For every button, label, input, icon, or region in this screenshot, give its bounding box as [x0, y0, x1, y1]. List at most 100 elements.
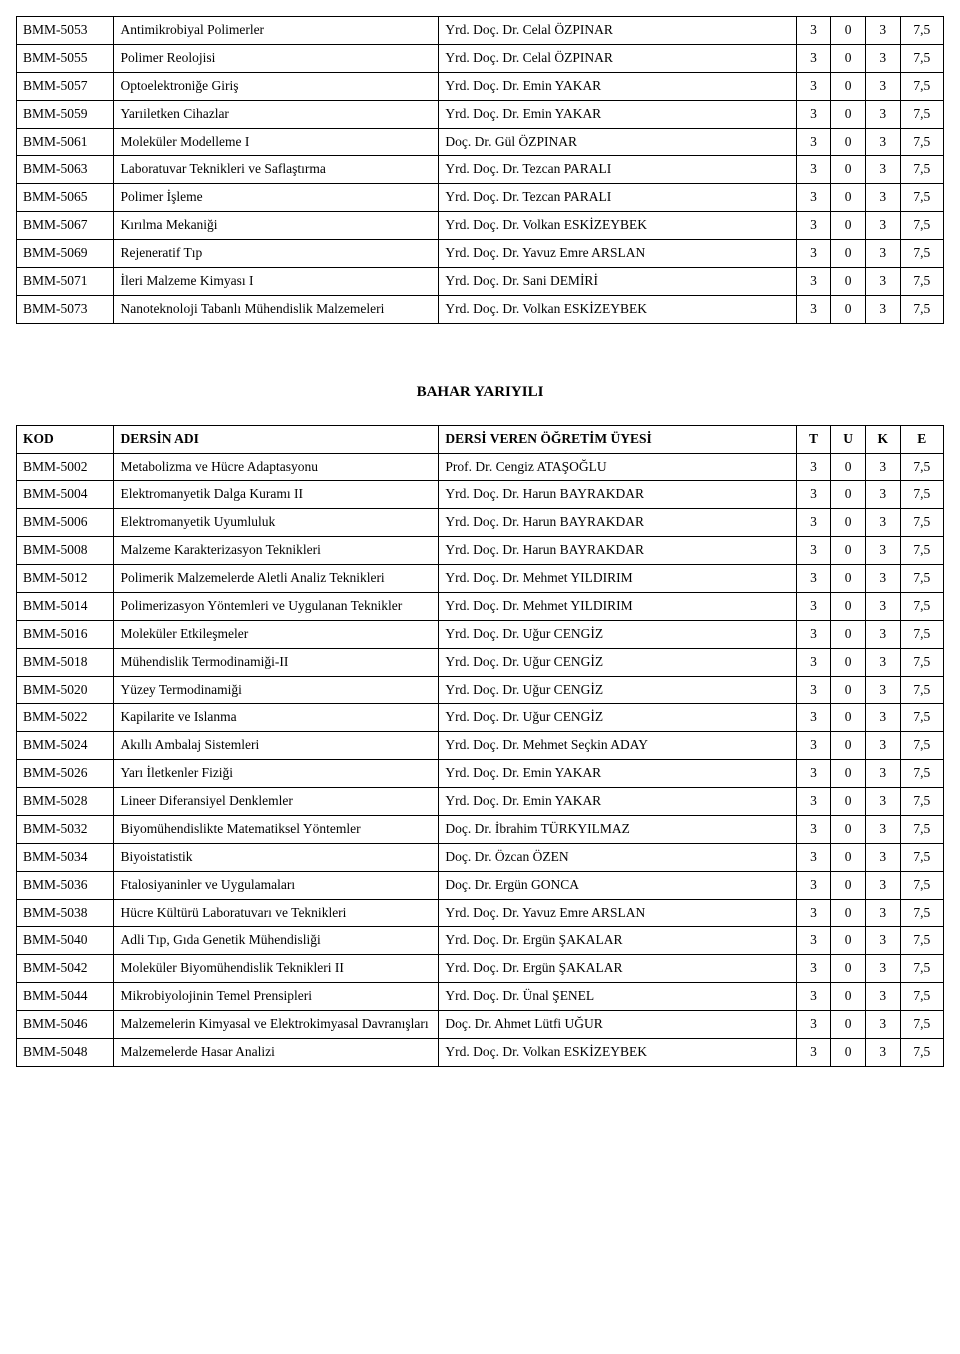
cell-code: BMM-5008	[17, 537, 114, 565]
table-row: BMM-5040Adli Tıp, Gıda Genetik Mühendisl…	[17, 927, 944, 955]
header-inst: DERSİ VEREN ÖĞRETİM ÜYESİ	[439, 425, 796, 453]
cell-e: 7,5	[900, 871, 943, 899]
cell-k: 3	[865, 871, 900, 899]
cell-t: 3	[796, 704, 831, 732]
cell-t: 3	[796, 509, 831, 537]
cell-t: 3	[796, 267, 831, 295]
cell-t: 3	[796, 100, 831, 128]
cell-t: 3	[796, 899, 831, 927]
cell-e: 7,5	[900, 44, 943, 72]
cell-name: Elektromanyetik Uyumluluk	[114, 509, 439, 537]
cell-code: BMM-5053	[17, 17, 114, 45]
cell-inst: Yrd. Doç. Dr. Tezcan PARALI	[439, 156, 796, 184]
cell-k: 3	[865, 760, 900, 788]
cell-inst: Yrd. Doç. Dr. Uğur CENGİZ	[439, 648, 796, 676]
cell-k: 3	[865, 212, 900, 240]
cell-inst: Yrd. Doç. Dr. Sani DEMİRİ	[439, 267, 796, 295]
cell-k: 3	[865, 899, 900, 927]
cell-u: 0	[831, 156, 866, 184]
cell-inst: Yrd. Doç. Dr. Uğur CENGİZ	[439, 704, 796, 732]
cell-code: BMM-5061	[17, 128, 114, 156]
cell-inst: Yrd. Doç. Dr. Tezcan PARALI	[439, 184, 796, 212]
cell-name: Optoelektroniğe Giriş	[114, 72, 439, 100]
cell-code: BMM-5020	[17, 676, 114, 704]
cell-name: Mühendislik Termodinamiği-II	[114, 648, 439, 676]
cell-code: BMM-5016	[17, 620, 114, 648]
header-u: U	[831, 425, 866, 453]
table-row: BMM-5008Malzeme Karakterizasyon Teknikle…	[17, 537, 944, 565]
table-row: BMM-5022Kapilarite ve IslanmaYrd. Doç. D…	[17, 704, 944, 732]
table-row: BMM-5002Metabolizma ve Hücre Adaptasyonu…	[17, 453, 944, 481]
cell-code: BMM-5026	[17, 760, 114, 788]
cell-inst: Yrd. Doç. Dr. Ünal ŞENEL	[439, 983, 796, 1011]
cell-code: BMM-5059	[17, 100, 114, 128]
table-row: BMM-5016Moleküler EtkileşmelerYrd. Doç. …	[17, 620, 944, 648]
cell-code: BMM-5038	[17, 899, 114, 927]
cell-k: 3	[865, 565, 900, 593]
cell-name: Mikrobiyolojinin Temel Prensipleri	[114, 983, 439, 1011]
cell-code: BMM-5004	[17, 481, 114, 509]
cell-k: 3	[865, 17, 900, 45]
table-row: BMM-5020Yüzey TermodinamiğiYrd. Doç. Dr.…	[17, 676, 944, 704]
cell-code: BMM-5024	[17, 732, 114, 760]
cell-k: 3	[865, 676, 900, 704]
cell-inst: Doç. Dr. Ahmet Lütfi UĞUR	[439, 1011, 796, 1039]
cell-u: 0	[831, 100, 866, 128]
section-title: BAHAR YARIYILI	[16, 384, 944, 401]
cell-k: 3	[865, 732, 900, 760]
cell-u: 0	[831, 732, 866, 760]
cell-name: Polimer Reolojisi	[114, 44, 439, 72]
cell-e: 7,5	[900, 815, 943, 843]
cell-inst: Yrd. Doç. Dr. Uğur CENGİZ	[439, 620, 796, 648]
cell-k: 3	[865, 100, 900, 128]
cell-e: 7,5	[900, 648, 943, 676]
cell-u: 0	[831, 955, 866, 983]
header-e: E	[900, 425, 943, 453]
cell-u: 0	[831, 871, 866, 899]
cell-t: 3	[796, 17, 831, 45]
cell-name: Polimerizasyon Yöntemleri ve Uygulanan T…	[114, 592, 439, 620]
cell-inst: Yrd. Doç. Dr. Yavuz Emre ARSLAN	[439, 240, 796, 268]
cell-name: Lineer Diferansiyel Denklemler	[114, 788, 439, 816]
table-row: BMM-5053Antimikrobiyal PolimerlerYrd. Do…	[17, 17, 944, 45]
cell-e: 7,5	[900, 788, 943, 816]
cell-k: 3	[865, 156, 900, 184]
table-row: BMM-5048Malzemelerde Hasar AnaliziYrd. D…	[17, 1038, 944, 1066]
cell-code: BMM-5042	[17, 955, 114, 983]
cell-name: Yüzey Termodinamiği	[114, 676, 439, 704]
cell-code: BMM-5032	[17, 815, 114, 843]
cell-k: 3	[865, 620, 900, 648]
table-row: BMM-5069Rejeneratif TıpYrd. Doç. Dr. Yav…	[17, 240, 944, 268]
cell-name: Polimerik Malzemelerde Aletli Analiz Tek…	[114, 565, 439, 593]
cell-name: Malzemelerde Hasar Analizi	[114, 1038, 439, 1066]
cell-code: BMM-5006	[17, 509, 114, 537]
cell-e: 7,5	[900, 212, 943, 240]
table-row: BMM-5012Polimerik Malzemelerde Aletli An…	[17, 565, 944, 593]
table-row: BMM-5067Kırılma MekaniğiYrd. Doç. Dr. Vo…	[17, 212, 944, 240]
cell-k: 3	[865, 1011, 900, 1039]
cell-inst: Yrd. Doç. Dr. Celal ÖZPINAR	[439, 17, 796, 45]
cell-e: 7,5	[900, 843, 943, 871]
table-row: BMM-5026Yarı İletkenler FiziğiYrd. Doç. …	[17, 760, 944, 788]
cell-u: 0	[831, 620, 866, 648]
cell-inst: Yrd. Doç. Dr. Yavuz Emre ARSLAN	[439, 899, 796, 927]
cell-code: BMM-5055	[17, 44, 114, 72]
cell-e: 7,5	[900, 184, 943, 212]
cell-name: Moleküler Biyomühendislik Teknikleri II	[114, 955, 439, 983]
cell-code: BMM-5067	[17, 212, 114, 240]
cell-e: 7,5	[900, 509, 943, 537]
cell-u: 0	[831, 295, 866, 323]
cell-inst: Yrd. Doç. Dr. Emin YAKAR	[439, 72, 796, 100]
cell-inst: Doç. Dr. Gül ÖZPINAR	[439, 128, 796, 156]
cell-e: 7,5	[900, 1011, 943, 1039]
cell-k: 3	[865, 295, 900, 323]
cell-t: 3	[796, 453, 831, 481]
cell-e: 7,5	[900, 240, 943, 268]
cell-t: 3	[796, 760, 831, 788]
cell-name: Yarı İletkenler Fiziği	[114, 760, 439, 788]
cell-e: 7,5	[900, 295, 943, 323]
cell-inst: Yrd. Doç. Dr. Ergün ŞAKALAR	[439, 955, 796, 983]
cell-t: 3	[796, 815, 831, 843]
cell-t: 3	[796, 1011, 831, 1039]
cell-u: 0	[831, 184, 866, 212]
